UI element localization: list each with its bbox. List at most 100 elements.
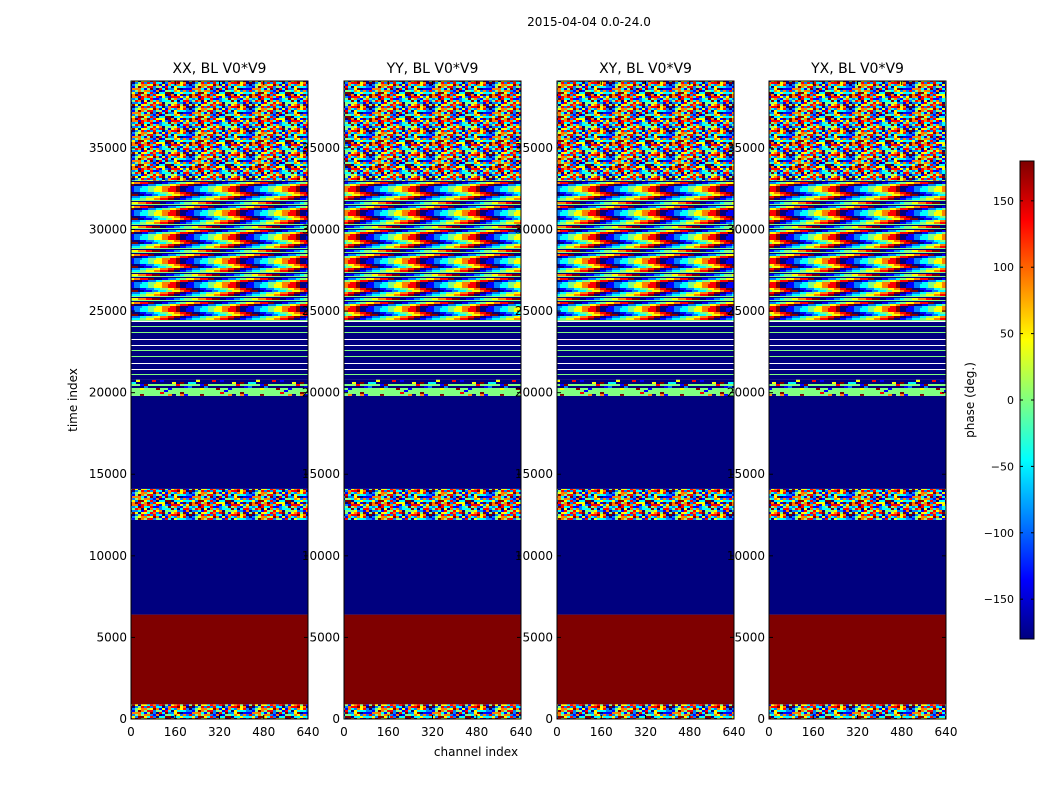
x-tick-label: 320 — [634, 725, 657, 739]
y-tick-label: 25000 — [727, 304, 765, 318]
y-axis-label: time index — [66, 368, 80, 432]
colorbar-tick-label: −150 — [984, 593, 1014, 606]
heatmap-band — [344, 320, 521, 380]
x-tick-label: 0 — [340, 725, 348, 739]
x-tick-label: 480 — [252, 725, 275, 739]
y-tick-label: 30000 — [727, 222, 765, 236]
y-tick-label: 35000 — [727, 141, 765, 155]
y-tick-label: 10000 — [515, 549, 553, 563]
heatmap-band — [131, 379, 308, 396]
x-tick-label: 0 — [127, 725, 135, 739]
colorbar-label: phase (deg.) — [963, 362, 977, 438]
x-tick-label: 0 — [553, 725, 561, 739]
y-tick-label: 20000 — [515, 386, 553, 400]
heatmap-band — [557, 379, 734, 396]
panel-title: XX, BL V0*V9 — [173, 61, 267, 77]
figure-suptitle: 2015-04-04 0.0-24.0 — [527, 15, 651, 29]
y-tick-label: 10000 — [89, 549, 127, 563]
y-tick-label: 20000 — [89, 386, 127, 400]
heatmap-panels: XX, BL V0*V9 0 160 320 480 640 0 5000 10000 15000… — [89, 61, 958, 739]
x-tick-label: 320 — [421, 725, 444, 739]
y-tick-label: 15000 — [727, 467, 765, 481]
heatmap-panel-3: XY, BL V0*V9 0 160 320 480 640 0 5000 10000 15000… — [515, 61, 746, 739]
y-tick-label: 20000 — [727, 386, 765, 400]
y-tick-label: 10000 — [302, 549, 340, 563]
heatmap-band — [131, 519, 308, 615]
y-tick-label: 30000 — [302, 222, 340, 236]
heatmap-band — [344, 180, 521, 321]
heatmap-band — [769, 320, 946, 380]
x-tick-label: 160 — [377, 725, 400, 739]
heatmap-band — [131, 395, 308, 489]
heatmap-band — [131, 320, 308, 380]
heatmap-band — [769, 519, 946, 615]
x-tick-label: 160 — [590, 725, 613, 739]
x-tick-label: 480 — [465, 725, 488, 739]
y-tick-label: 25000 — [89, 304, 127, 318]
heatmap-panel-2: YY, BL V0*V9 0 160 320 480 640 0 5000 10000 15000… — [302, 61, 533, 739]
y-tick-label: 5000 — [309, 630, 340, 644]
heatmap-band — [557, 180, 734, 321]
heatmap-band — [769, 395, 946, 489]
x-tick-label: 320 — [208, 725, 231, 739]
x-tick-label: 480 — [890, 725, 913, 739]
y-tick-label: 0 — [119, 712, 127, 726]
colorbar: −150 −100 −50 0 50 100 150 — [984, 160, 1035, 640]
panel-title: YY, BL V0*V9 — [386, 61, 479, 77]
heatmap-band — [131, 81, 308, 181]
heatmap-panel-1: XX, BL V0*V9 0 160 320 480 640 0 5000 10000 15000… — [89, 61, 320, 739]
heatmap-band — [131, 488, 308, 520]
x-axis-label: channel index — [434, 745, 518, 759]
heatmap-band — [131, 614, 308, 705]
heatmap-band — [344, 488, 521, 520]
colorbar-tick-label: 150 — [993, 195, 1014, 208]
heatmap-band — [344, 395, 521, 489]
x-tick-label: 640 — [297, 725, 320, 739]
heatmap-band — [344, 379, 521, 396]
heatmap-band — [769, 614, 946, 705]
heatmap-band — [557, 519, 734, 615]
heatmap-band — [769, 81, 946, 181]
heatmap-band — [344, 81, 521, 181]
panel-title: YX, BL V0*V9 — [810, 61, 904, 77]
colorbar-tick-label: 0 — [1007, 394, 1014, 407]
y-tick-label: 20000 — [302, 386, 340, 400]
y-tick-label: 30000 — [89, 222, 127, 236]
panel-title: XY, BL V0*V9 — [599, 61, 692, 77]
x-tick-label: 640 — [935, 725, 958, 739]
heatmap-band — [769, 180, 946, 321]
heatmap-band — [344, 614, 521, 705]
colorbar-tick-label: −100 — [984, 527, 1014, 540]
x-tick-label: 640 — [723, 725, 746, 739]
heatmap-band — [344, 519, 521, 615]
x-tick-label: 480 — [678, 725, 701, 739]
x-tick-label: 0 — [765, 725, 773, 739]
colorbar-tick-label: 50 — [1000, 328, 1014, 341]
x-tick-label: 320 — [846, 725, 869, 739]
y-tick-label: 0 — [545, 712, 553, 726]
heatmap-band — [557, 81, 734, 181]
heatmap-band — [557, 395, 734, 489]
heatmap-band — [557, 488, 734, 520]
y-tick-label: 15000 — [515, 467, 553, 481]
x-tick-label: 640 — [510, 725, 533, 739]
y-tick-label: 10000 — [727, 549, 765, 563]
x-tick-label: 160 — [802, 725, 825, 739]
heatmap-band — [769, 379, 946, 396]
heatmap-panel-4: YX, BL V0*V9 0 160 320 480 640 0 5000 10000 15000… — [727, 61, 958, 739]
y-tick-label: 5000 — [522, 630, 553, 644]
y-tick-label: 25000 — [515, 304, 553, 318]
y-tick-label: 15000 — [302, 467, 340, 481]
heatmap-band — [769, 488, 946, 520]
colorbar-tick-label: −50 — [991, 460, 1014, 473]
y-tick-label: 35000 — [515, 141, 553, 155]
heatmap-band — [131, 180, 308, 321]
y-tick-label: 5000 — [96, 630, 127, 644]
y-tick-label: 35000 — [89, 141, 127, 155]
y-tick-label: 5000 — [734, 630, 765, 644]
y-tick-label: 15000 — [89, 467, 127, 481]
y-tick-label: 30000 — [515, 222, 553, 236]
y-tick-label: 0 — [757, 712, 765, 726]
colorbar-tick-label: 100 — [993, 261, 1014, 274]
